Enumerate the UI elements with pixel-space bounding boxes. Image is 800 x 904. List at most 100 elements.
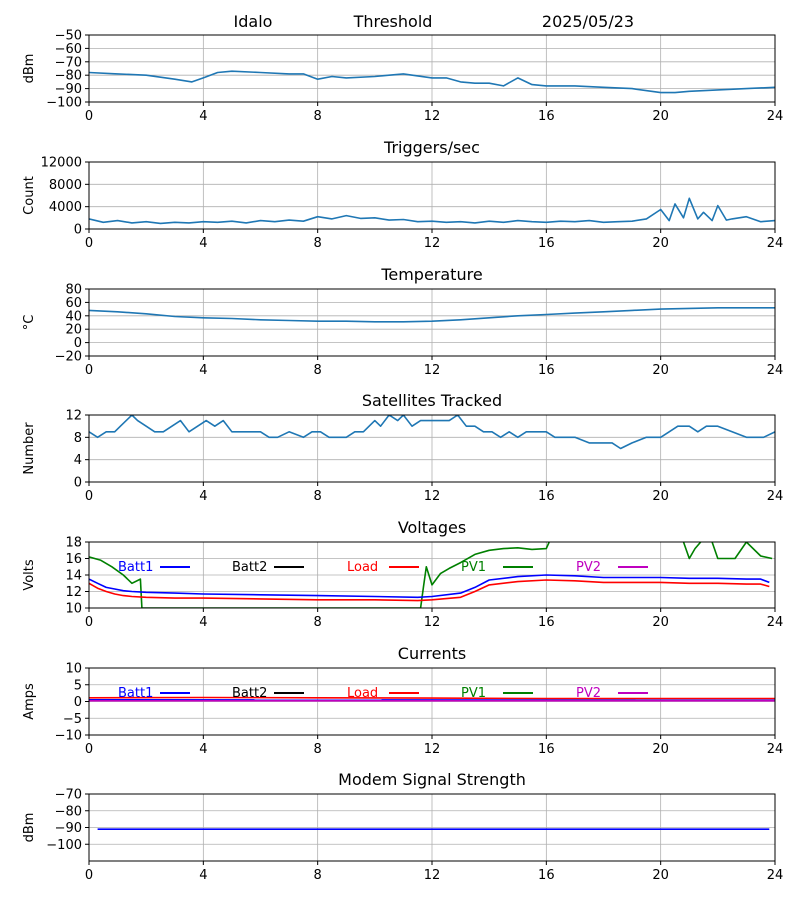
x-tick-label: 8	[314, 109, 322, 124]
y-axis-label: Volts	[22, 559, 37, 591]
y-axis-label: °C	[22, 315, 37, 331]
x-tick-label: 4	[199, 742, 207, 757]
legend-label-load: Load	[347, 686, 378, 701]
x-tick-label: 12	[424, 109, 441, 124]
y-tick-label: −5	[63, 712, 82, 727]
x-tick-label: 24	[767, 868, 784, 883]
y-tick-label: −20	[55, 350, 82, 365]
header-date: 2025/05/23	[542, 12, 634, 31]
x-tick-label: 16	[538, 236, 555, 251]
legend-label-load: Load	[347, 560, 378, 575]
x-tick-label: 0	[85, 489, 93, 504]
y-tick-label: 40	[65, 309, 82, 324]
y-tick-label: 10	[65, 602, 82, 617]
legend-label-batt1: Batt1	[118, 560, 153, 575]
x-tick-label: 0	[85, 742, 93, 757]
x-tick-label: 20	[652, 109, 669, 124]
y-tick-label: −70	[55, 55, 82, 70]
header-type: Threshold	[353, 12, 433, 31]
panel-title: Satellites Tracked	[362, 391, 502, 410]
y-tick-label: 0	[74, 476, 82, 491]
y-tick-label: −80	[55, 804, 82, 819]
series-line-pv1	[712, 542, 772, 559]
x-tick-label: 20	[652, 236, 669, 251]
y-tick-label: 8000	[49, 178, 82, 193]
x-tick-label: 16	[538, 615, 555, 630]
y-axis-label: Number	[22, 422, 37, 475]
x-tick-label: 24	[767, 236, 784, 251]
x-tick-label: 12	[424, 868, 441, 883]
x-tick-label: 0	[85, 236, 93, 251]
y-tick-label: −50	[55, 29, 82, 44]
legend-label-pv2: PV2	[576, 686, 601, 701]
legend-label-pv2: PV2	[576, 560, 601, 575]
y-tick-label: −90	[55, 82, 82, 97]
y-axis-label: dBm	[22, 54, 37, 84]
x-tick-label: 24	[767, 489, 784, 504]
x-tick-label: 8	[314, 363, 322, 378]
y-tick-label: 12000	[41, 156, 82, 171]
x-tick-label: 8	[314, 742, 322, 757]
legend-label-batt2: Batt2	[232, 560, 267, 575]
x-tick-label: 4	[199, 615, 207, 630]
x-tick-label: 24	[767, 109, 784, 124]
header-site: Idalo	[234, 12, 273, 31]
x-tick-label: 4	[199, 363, 207, 378]
x-tick-label: 0	[85, 868, 93, 883]
y-tick-label: 4	[74, 453, 82, 468]
y-tick-label: 14	[65, 569, 82, 584]
x-tick-label: 0	[85, 109, 93, 124]
x-tick-label: 8	[314, 236, 322, 251]
y-tick-label: 12	[65, 409, 82, 424]
x-tick-label: 16	[538, 489, 555, 504]
x-tick-label: 4	[199, 868, 207, 883]
x-tick-label: 12	[424, 615, 441, 630]
x-tick-label: 16	[538, 109, 555, 124]
y-tick-label: −100	[46, 838, 82, 853]
panel-title: Temperature	[380, 265, 482, 284]
panel-title: Modem Signal Strength	[338, 770, 526, 789]
y-tick-label: 0	[74, 223, 82, 238]
y-tick-label: −100	[46, 96, 82, 111]
x-tick-label: 0	[85, 615, 93, 630]
series-line-load	[89, 580, 769, 601]
legend-label-batt1: Batt1	[118, 686, 153, 701]
y-tick-label: −70	[55, 788, 82, 803]
x-tick-label: 20	[652, 489, 669, 504]
y-tick-label: 4000	[49, 200, 82, 215]
series-line-load	[89, 698, 775, 699]
series-line-pv1	[684, 542, 701, 559]
x-tick-label: 4	[199, 236, 207, 251]
x-tick-label: 0	[85, 363, 93, 378]
y-tick-label: −80	[55, 69, 82, 84]
x-tick-label: 4	[199, 489, 207, 504]
y-tick-label: −10	[55, 729, 82, 744]
x-tick-label: 20	[652, 742, 669, 757]
x-tick-label: 12	[424, 363, 441, 378]
legend-label-batt2: Batt2	[232, 686, 267, 701]
y-tick-label: −90	[55, 821, 82, 836]
y-tick-label: 16	[65, 552, 82, 567]
y-tick-label: 5	[74, 678, 82, 693]
y-tick-label: 8	[74, 431, 82, 446]
y-tick-label: −60	[55, 42, 82, 57]
y-tick-label: 0	[74, 336, 82, 351]
x-tick-label: 24	[767, 615, 784, 630]
y-axis-label: Amps	[22, 683, 37, 720]
x-tick-label: 16	[538, 363, 555, 378]
x-tick-label: 8	[314, 615, 322, 630]
legend-label-pv1: PV1	[461, 686, 486, 701]
y-tick-label: 20	[65, 323, 82, 338]
panel-title: Voltages	[398, 518, 466, 537]
y-tick-label: 0	[74, 695, 82, 710]
x-tick-label: 20	[652, 615, 669, 630]
x-tick-label: 8	[314, 489, 322, 504]
